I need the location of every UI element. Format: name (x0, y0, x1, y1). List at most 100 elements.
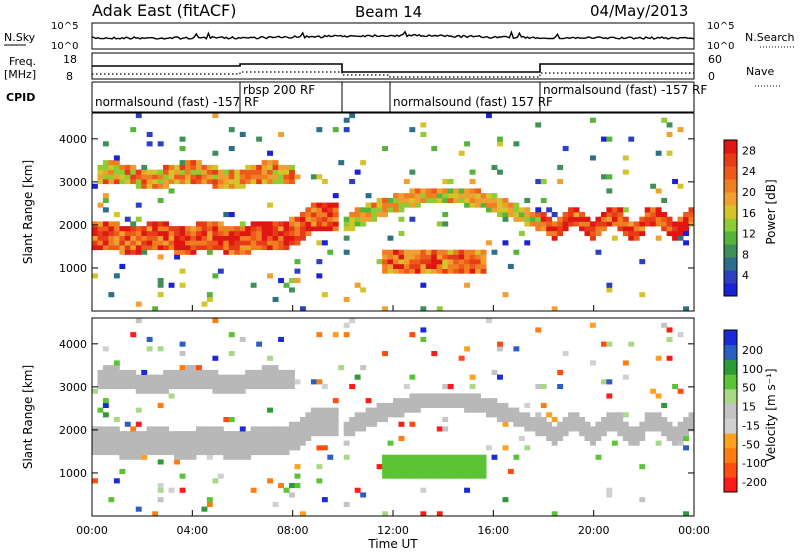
power-cell (464, 141, 470, 147)
power-cell (163, 179, 169, 185)
power-cell (102, 240, 109, 246)
velocity-cell (688, 412, 695, 418)
power-cell (579, 221, 585, 227)
velocity-cell (146, 440, 153, 446)
velocity-cell (146, 435, 153, 441)
power-cell (453, 249, 460, 255)
velocity-cell (677, 388, 684, 394)
velocity-cell (595, 431, 602, 437)
power-cell (447, 249, 454, 255)
velocity-cell (475, 473, 481, 479)
power-cell (310, 174, 317, 180)
power-cell (146, 183, 153, 189)
velocity-cell (332, 407, 339, 413)
velocity-cell (256, 435, 263, 441)
power-cell (256, 235, 263, 241)
velocity-cell (633, 435, 640, 441)
power-cell (272, 235, 279, 241)
power-cell (185, 249, 191, 255)
velocity-cell (239, 435, 246, 441)
velocity-cell (283, 450, 290, 456)
velocity-cell (387, 464, 394, 470)
power-cell (568, 207, 574, 213)
velocity-cell (267, 450, 273, 456)
velocity-cell (595, 454, 602, 460)
velocity-cell (447, 393, 454, 399)
velocity-cell (102, 374, 109, 380)
velocity-cell (289, 431, 295, 437)
velocity-cell (168, 374, 175, 380)
velocity-cell (135, 440, 142, 446)
velocity-cell (152, 440, 159, 446)
velocity-colorbar-tick: -15 (742, 419, 760, 432)
power-cell (371, 202, 377, 208)
power-cell (190, 169, 197, 175)
power-cell (108, 174, 115, 180)
power-cell (453, 254, 460, 260)
power-cell (633, 221, 640, 227)
power-cell (507, 202, 514, 208)
power-cell (436, 188, 443, 194)
velocity-cell (212, 379, 219, 385)
power-cell (179, 179, 186, 185)
power-cell (97, 169, 104, 175)
power-cell (185, 164, 191, 170)
power-cell (579, 226, 585, 232)
velocity-cell (256, 431, 263, 437)
velocity-cell (387, 454, 394, 460)
power-cell (102, 235, 109, 241)
power-cell (666, 150, 673, 156)
power-cell (239, 174, 246, 180)
velocity-cell (677, 440, 684, 446)
velocity-cell (398, 398, 405, 404)
velocity-cell (267, 384, 273, 390)
velocity-cell (601, 426, 607, 432)
velocity-cell (163, 374, 169, 380)
velocity-cell (234, 435, 241, 441)
velocity-cell (420, 511, 427, 517)
power-ytick-label: 1000 (59, 262, 87, 275)
date-title: 04/May/2013 (590, 2, 688, 20)
power-cell (453, 263, 460, 269)
power-cell (425, 254, 432, 260)
power-cell (196, 179, 202, 185)
velocity-cell (102, 426, 109, 432)
power-cell (179, 174, 186, 180)
velocity-cell (97, 426, 104, 432)
velocity-cell (469, 468, 476, 474)
power-cell (480, 259, 487, 265)
power-cell (179, 169, 186, 175)
power-cell (163, 164, 169, 170)
velocity-cell (272, 365, 279, 371)
velocity-cell (272, 440, 279, 446)
velocity-cell (228, 388, 235, 394)
velocity-cell (228, 332, 235, 338)
velocity-cell (611, 421, 618, 427)
nsearch-ytick-high: 10^5 (707, 21, 734, 32)
velocity-cell (102, 398, 109, 404)
velocity-cell (573, 417, 580, 423)
velocity-cell (535, 412, 542, 418)
power-cell (628, 235, 635, 241)
velocity-cell (382, 351, 388, 357)
power-cell (179, 268, 186, 274)
power-cell (141, 245, 148, 251)
velocity-cell (92, 440, 98, 446)
velocity-cell (185, 431, 191, 437)
power-cell (113, 230, 120, 236)
power-cell (212, 183, 219, 189)
velocity-cell (245, 379, 252, 385)
velocity-cell (420, 327, 427, 333)
velocity-cell (212, 384, 219, 390)
power-cell (677, 230, 684, 236)
power-cell (688, 216, 695, 222)
power-cell (168, 240, 175, 246)
velocity-cell (234, 379, 241, 385)
velocity-cell (119, 445, 126, 451)
power-cell (513, 207, 520, 213)
velocity-cell (316, 332, 323, 338)
velocity-cell (414, 398, 421, 404)
power-cell (666, 131, 673, 137)
power-cell (228, 212, 235, 218)
power-cell (644, 207, 651, 213)
